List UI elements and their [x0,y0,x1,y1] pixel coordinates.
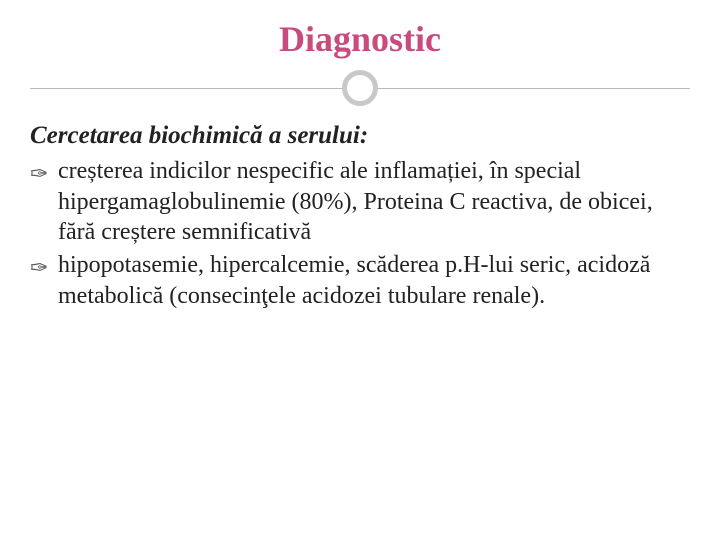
bullet-text: hipopotasemie, hipercalcemie, scăderea p… [58,252,650,309]
slide-container: Diagnostic Cercetarea biochimică a serul… [0,0,720,540]
bullet-icon: ✑ [30,254,48,282]
list-item: ✑ creșterea indicilor nespecific ale inf… [30,156,690,248]
divider-circle-icon [342,70,378,106]
bullet-list: ✑ creșterea indicilor nespecific ale inf… [30,156,690,312]
bullet-text: creșterea indicilor nespecific ale infla… [58,158,653,245]
slide-subtitle: Cercetarea biochimică a serului: [30,122,690,150]
list-item: ✑ hipopotasemie, hipercalcemie, scăderea… [30,250,690,311]
bullet-icon: ✑ [30,160,48,188]
slide-title: Diagnostic [30,18,690,60]
divider [30,68,690,108]
